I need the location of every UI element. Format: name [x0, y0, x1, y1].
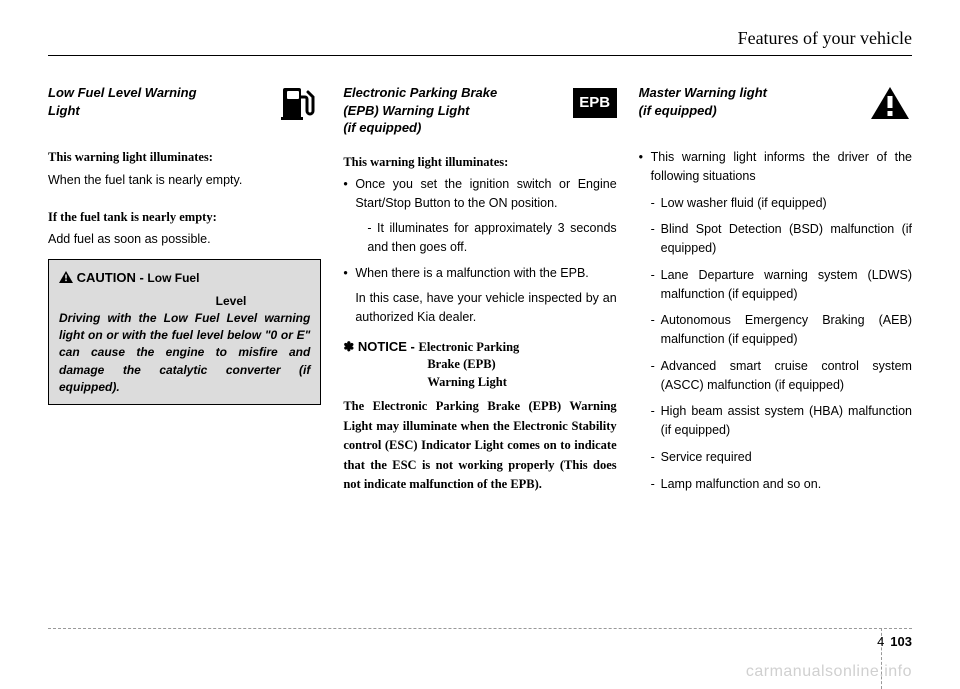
master-warning-icon — [868, 84, 912, 122]
notice-title-row: ✽ NOTICE - Electronic Parking — [343, 337, 616, 357]
col2-b2-text: When there is a malfunction with the EPB… — [355, 266, 588, 280]
col2-b2-sub: In this case, have your vehicle inspecte… — [355, 289, 616, 327]
fuel-icon — [277, 84, 321, 122]
col3-intro: This warning light informs the driver of… — [639, 148, 912, 186]
footer-dashed-line — [48, 628, 912, 629]
col3-bullets: This warning light informs the driver of… — [639, 148, 912, 186]
col3-heading-row: Master Warning light (if equipped) — [639, 84, 912, 132]
watermark: carmanualsonline.info — [746, 663, 912, 681]
caution-sub-inline: Low Fuel — [147, 271, 199, 285]
col2-bullet-2: When there is a malfunction with the EPB… — [343, 264, 616, 326]
notice-sub-2: Brake (EPB)Warning Light — [343, 356, 616, 391]
col1-heading: Low Fuel Level Warning Light — [48, 84, 277, 119]
caution-sub: Level — [59, 292, 310, 310]
col3-item-2: Lane Departure warning system (LDWS) mal… — [651, 266, 912, 304]
col2-b1-sub: - It illuminates for approximately 3 sec… — [355, 219, 616, 257]
col3-item-0: Low washer fluid (if equipped) — [651, 194, 912, 213]
caution-box: CAUTION - Low Fuel Level Driving with th… — [48, 259, 321, 405]
page-section: 4 — [877, 634, 884, 649]
col3-item-5: High beam assist system (HBA) malfunctio… — [651, 402, 912, 440]
caution-label: CAUTION - — [77, 270, 144, 285]
notice-body: The Electronic Parking Brake (EPB) Warni… — [343, 397, 616, 494]
col3-heading: Master Warning light (if equipped) — [639, 84, 868, 119]
epb-badge: EPB — [573, 88, 617, 119]
epb-icon: EPB — [573, 84, 617, 122]
col3-item-1: Blind Spot Detection (BSD) malfunction (… — [651, 220, 912, 258]
col1-sub1: This warning light illuminates: — [48, 148, 321, 167]
col1-body1: When the fuel tank is nearly empty. — [48, 171, 321, 190]
content-columns: Low Fuel Level Warning Light This warnin… — [48, 84, 912, 501]
col2-heading: Electronic Parking Brake (EPB) Warning L… — [343, 84, 572, 137]
col3-item-6: Service required — [651, 448, 912, 467]
col2-bullets: Once you set the ignition switch or Engi… — [343, 175, 616, 326]
notice-sub-1: Electronic Parking — [419, 340, 520, 354]
col3-item-7: Lamp malfunction and so on. — [651, 475, 912, 494]
caution-title: CAUTION - Low Fuel — [59, 268, 310, 288]
column-2: Electronic Parking Brake (EPB) Warning L… — [343, 84, 616, 501]
warning-triangle-icon — [59, 271, 73, 283]
col3-item-4: Advanced smart cruise control system (AS… — [651, 357, 912, 395]
caution-body: Driving with the Low Fuel Level warning … — [59, 310, 310, 397]
col1-heading-row: Low Fuel Level Warning Light — [48, 84, 321, 132]
col3-dash-list: Low washer fluid (if equipped) Blind Spo… — [639, 194, 912, 494]
section-header: Features of your vehicle — [48, 28, 912, 56]
col1-sub2: If the fuel tank is nearly empty: — [48, 208, 321, 227]
col3-item-3: Autonomous Emergency Braking (AEB) malfu… — [651, 311, 912, 349]
page-number: 4 103 — [877, 634, 912, 649]
col2-bullet-1: Once you set the ignition switch or Engi… — [343, 175, 616, 256]
col2-b1-text: Once you set the ignition switch or Engi… — [355, 177, 616, 210]
page-num-value: 103 — [890, 634, 912, 649]
col2-sub1: This warning light illuminates: — [343, 153, 616, 172]
col2-heading-row: Electronic Parking Brake (EPB) Warning L… — [343, 84, 616, 137]
column-3: Master Warning light (if equipped) This … — [639, 84, 912, 501]
notice-prefix: ✽ NOTICE - — [343, 339, 418, 354]
col1-body2: Add fuel as soon as possible. — [48, 230, 321, 249]
column-1: Low Fuel Level Warning Light This warnin… — [48, 84, 321, 501]
